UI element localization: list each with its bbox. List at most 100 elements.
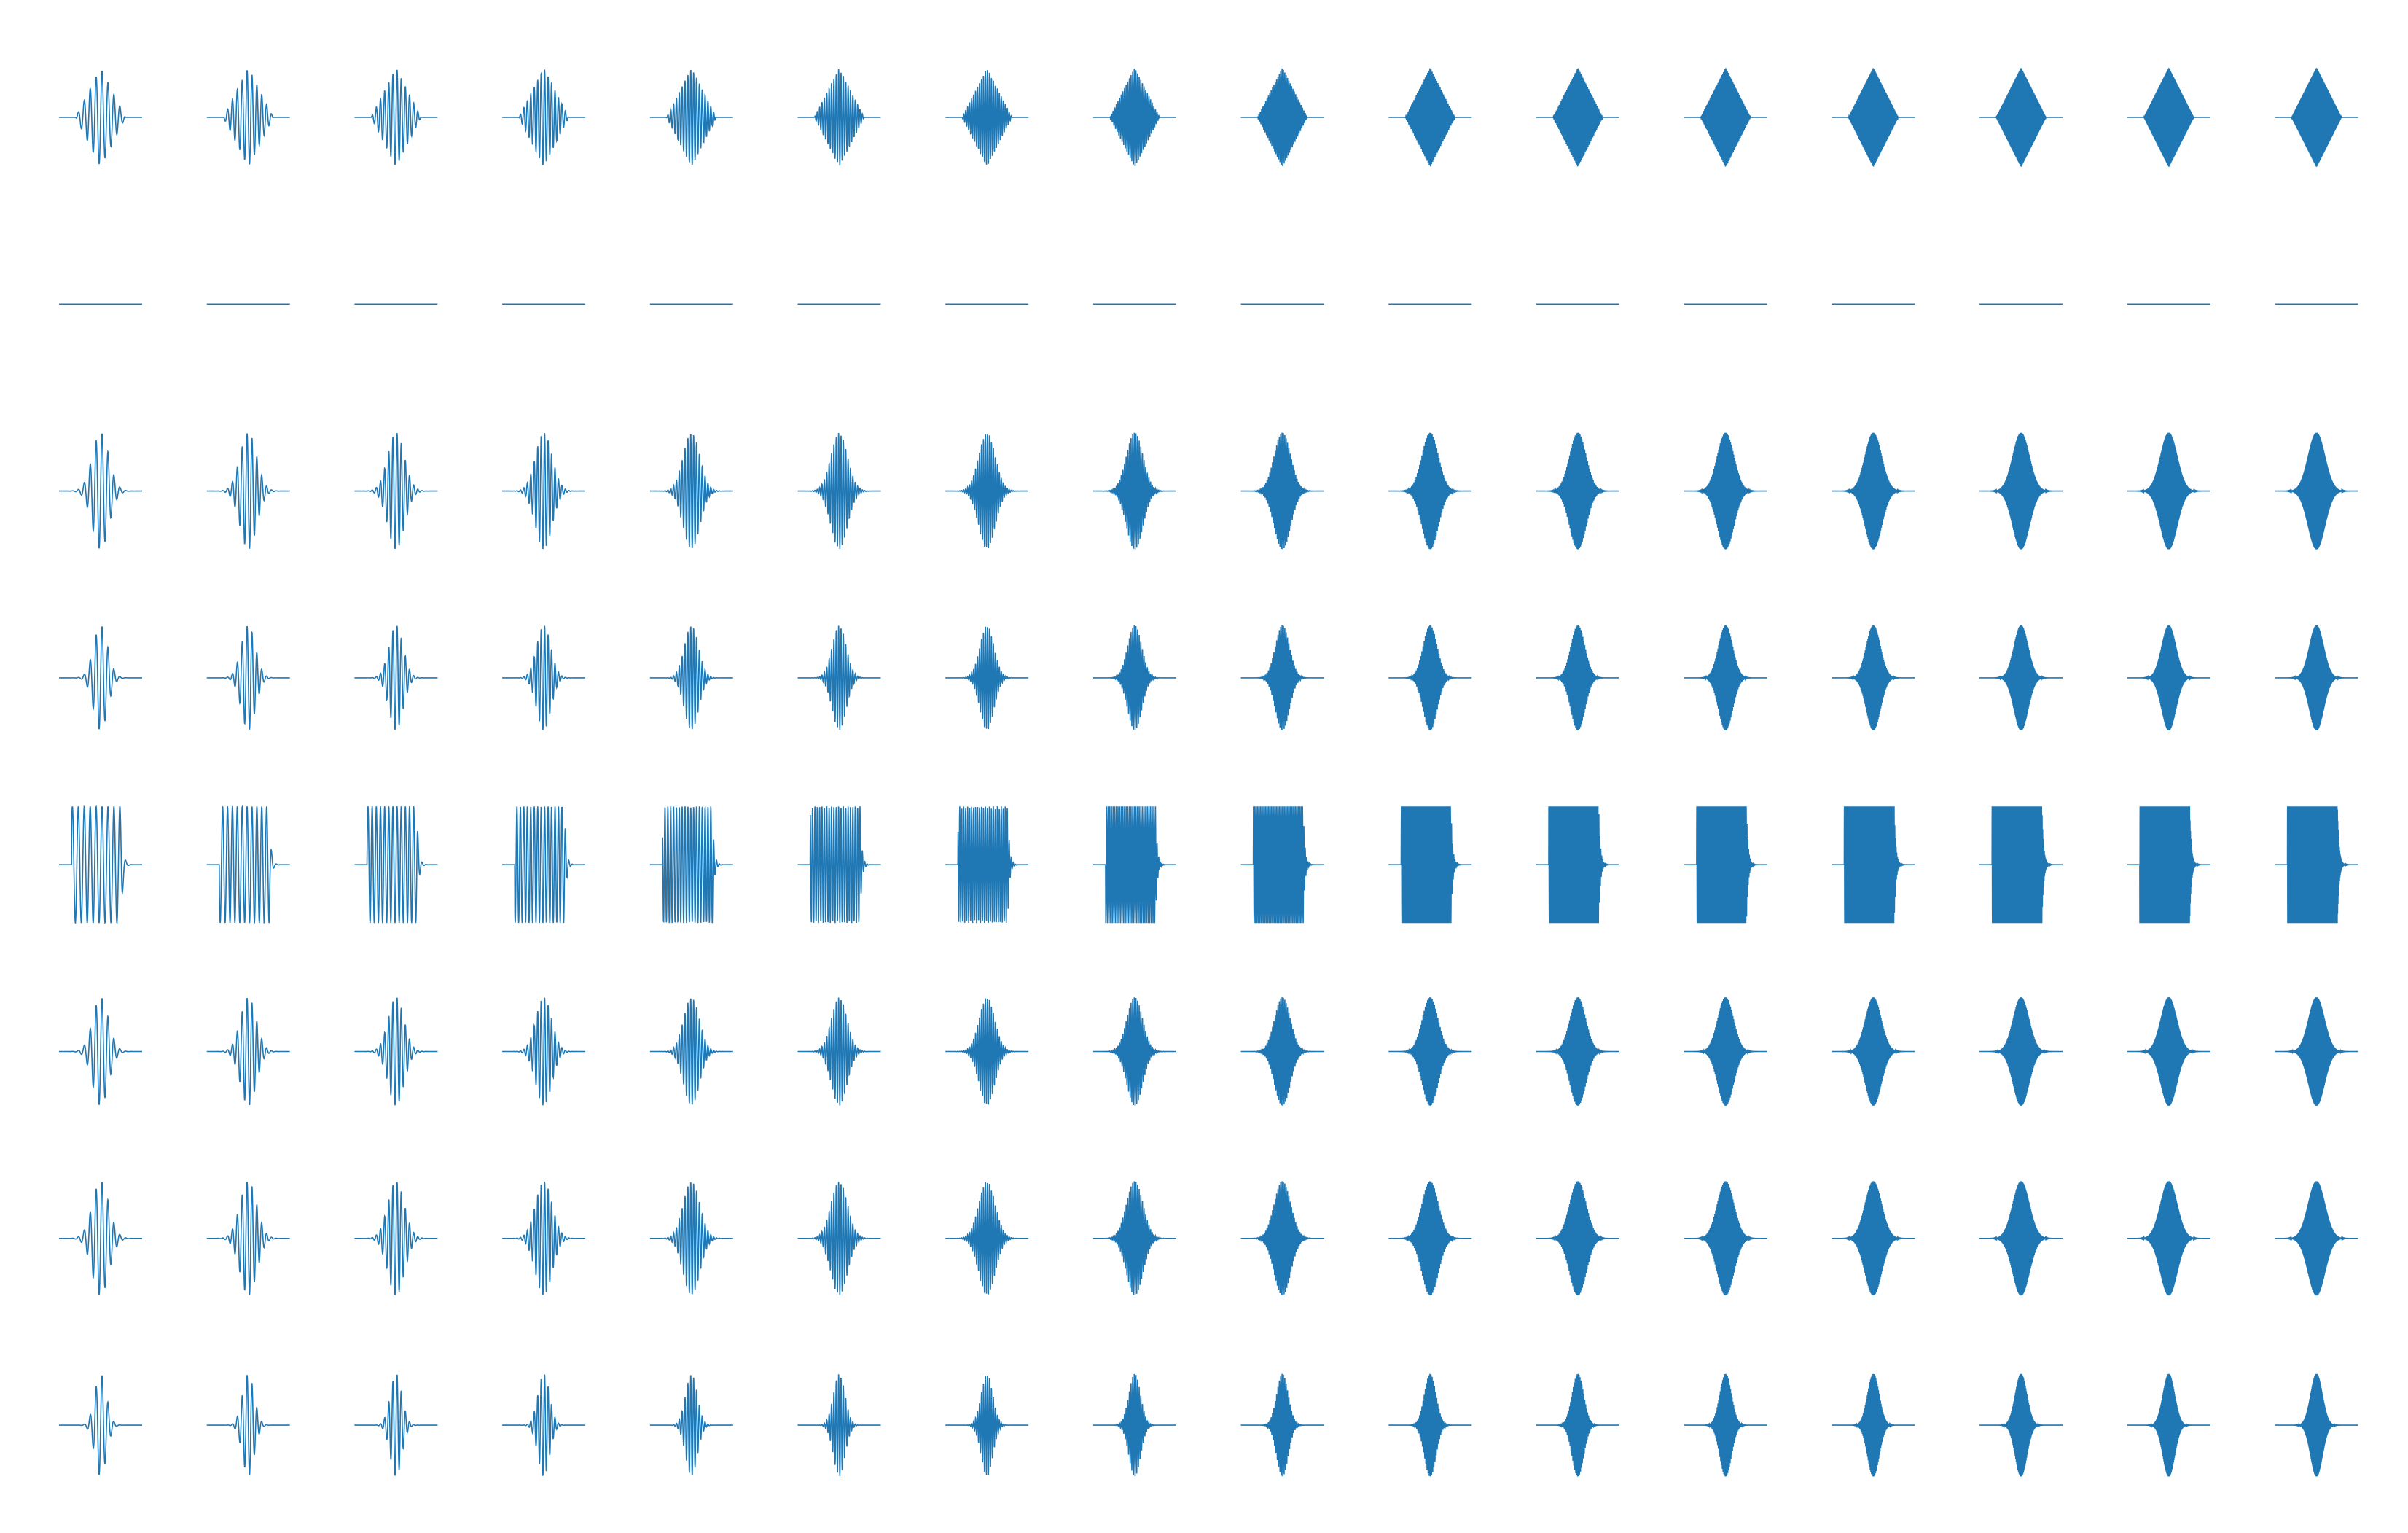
waveform — [502, 1181, 586, 1295]
waveform — [797, 1181, 881, 1295]
waveform — [1240, 1181, 1324, 1296]
waveform — [206, 1375, 290, 1476]
waveform — [649, 434, 733, 548]
waveform — [945, 434, 1029, 549]
waveform — [945, 998, 1029, 1105]
waveform — [1388, 68, 1472, 167]
waveform — [1832, 1181, 1915, 1296]
waveform — [354, 69, 438, 165]
waveform — [797, 625, 881, 730]
waveform — [2275, 68, 2358, 167]
waveform — [1832, 432, 1915, 550]
waveform — [1979, 997, 2063, 1106]
waveform — [1684, 68, 1767, 167]
waveform — [1684, 997, 1767, 1106]
waveform — [945, 70, 1029, 165]
waveform — [1979, 432, 2063, 550]
waveform — [1092, 1181, 1176, 1296]
waveform — [1832, 997, 1915, 1106]
waveform — [2275, 997, 2358, 1106]
waveform — [1684, 432, 1767, 550]
waveform — [1536, 997, 1619, 1106]
waveform — [1684, 1373, 1767, 1477]
waveform — [1979, 68, 2063, 167]
waveform — [1832, 625, 1915, 730]
waveform — [502, 69, 586, 165]
waveform — [354, 625, 438, 730]
waveform — [1092, 806, 1176, 924]
waveform — [354, 997, 438, 1106]
waveform — [1240, 68, 1324, 167]
waveform — [2275, 432, 2358, 550]
waveform — [354, 433, 438, 550]
waveform — [502, 806, 586, 924]
waveform — [2275, 806, 2358, 924]
waveform — [2127, 806, 2210, 924]
waveform — [2127, 1373, 2210, 1477]
waveform — [1684, 1181, 1767, 1296]
waveform — [1092, 432, 1176, 550]
waveform — [1979, 1373, 2063, 1477]
waveform — [206, 804, 290, 925]
waveform — [1240, 1373, 1324, 1477]
waveform — [206, 433, 290, 549]
waveform — [354, 1374, 438, 1476]
waveform — [1979, 625, 2063, 730]
waveform — [2275, 1373, 2358, 1477]
waveform — [1536, 625, 1619, 730]
waveform — [1388, 1181, 1472, 1296]
waveform — [1240, 432, 1324, 550]
waveform — [59, 998, 142, 1105]
waveform — [2275, 1181, 2358, 1296]
waveform — [206, 625, 290, 730]
waveform — [502, 997, 586, 1106]
waveform — [1240, 997, 1324, 1106]
waveform — [2275, 625, 2358, 730]
waveform — [1092, 997, 1176, 1106]
waveform — [649, 1375, 733, 1475]
waveform — [797, 1374, 881, 1476]
waveform — [502, 1374, 586, 1476]
waveform — [1388, 1373, 1472, 1477]
waveform — [1388, 625, 1472, 730]
waveform — [2127, 625, 2210, 730]
waveform — [1092, 69, 1176, 166]
waveform — [1092, 625, 1176, 730]
waveform — [649, 69, 733, 165]
waveform — [2127, 997, 2210, 1106]
waveform — [1240, 625, 1324, 730]
waveform — [945, 1376, 1029, 1475]
waveform — [1388, 997, 1472, 1106]
waveform — [1832, 1373, 1915, 1477]
waveform — [2127, 432, 2210, 550]
waveform — [649, 1182, 733, 1295]
waveform — [649, 626, 733, 730]
waveform — [945, 1182, 1029, 1295]
waveform — [354, 1181, 438, 1295]
waveform — [2127, 68, 2210, 167]
waveform — [206, 1182, 290, 1295]
waveform — [206, 997, 290, 1106]
waveform — [354, 806, 438, 924]
waveform — [945, 626, 1029, 730]
waveform — [59, 805, 142, 924]
waveform — [797, 433, 881, 550]
waveform — [1684, 806, 1767, 924]
waveform — [1832, 806, 1915, 924]
waveform — [502, 433, 586, 550]
waveform — [502, 625, 586, 730]
waveform — [59, 626, 142, 730]
waveform — [206, 70, 290, 165]
waveform — [1536, 1181, 1619, 1296]
waveform — [2127, 1181, 2210, 1296]
waveform — [797, 69, 881, 166]
waveform — [1240, 806, 1324, 924]
waveform — [797, 997, 881, 1106]
waveform — [59, 433, 142, 549]
waveform — [1536, 432, 1619, 550]
waveform — [649, 806, 733, 924]
waveform — [1979, 1181, 2063, 1296]
waveform — [1684, 625, 1767, 730]
